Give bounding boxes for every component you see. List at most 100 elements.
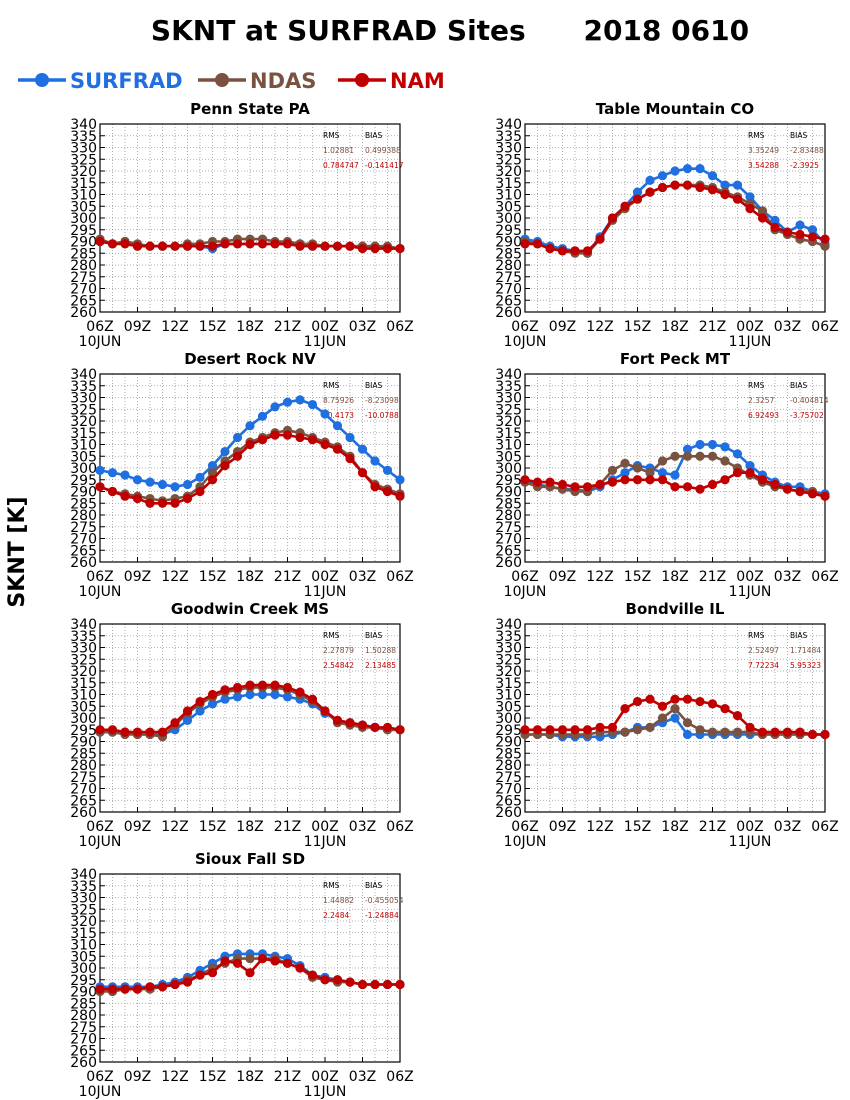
y-ticks: 2602652702752802852902953003053103153203… [70, 867, 105, 1071]
data-point [545, 725, 555, 735]
data-point [695, 439, 705, 450]
data-point [632, 696, 643, 707]
data-point [695, 696, 705, 707]
data-point [332, 241, 343, 251]
y-ticks: 2602652702752802852902953003053103153203… [495, 617, 530, 821]
y-ticks: 2602652702752802852902953003053103153203… [495, 117, 530, 321]
panel-goodwin-creek-ms: Goodwin Creek MS 260265270275280285290295… [70, 600, 413, 850]
data-point [232, 958, 243, 968]
x-tick-label: 09Z [124, 319, 151, 335]
data-point [332, 715, 343, 725]
data-point [207, 968, 218, 978]
data-point [707, 439, 718, 450]
y-tick-label: 275 [70, 770, 97, 786]
y-tick-label: 275 [70, 1020, 97, 1036]
y-tick-label: 315 [495, 176, 522, 192]
panel-desert-rock-nv: Desert Rock NV26026527027528028529029530… [70, 350, 413, 600]
data-point [645, 468, 655, 478]
data-point [682, 729, 693, 740]
data-point [657, 171, 668, 181]
y-tick-label: 310 [495, 438, 522, 454]
stats-bias-nam: 2.13485 [365, 661, 396, 670]
data-point [607, 477, 618, 487]
y-tick-label: 315 [70, 176, 97, 192]
data-point [657, 713, 668, 723]
data-point [382, 486, 393, 497]
data-point [645, 187, 655, 197]
data-point [107, 984, 118, 994]
y-tick-label: 280 [70, 758, 97, 774]
data-point [382, 979, 393, 990]
data-point [770, 215, 780, 225]
y-tick-label: 300 [495, 211, 522, 227]
data-point [807, 489, 818, 499]
data-point [682, 694, 693, 704]
data-point [270, 430, 280, 440]
stats-rms-nam: 2.54842 [323, 661, 354, 670]
data-point [345, 454, 355, 464]
x-tick-label: 12Z [161, 1069, 188, 1085]
data-point [370, 722, 380, 733]
data-point [770, 727, 780, 737]
stats-bias-nam: -3.75702 [790, 411, 824, 420]
x-tick-label: 00Z [311, 319, 338, 335]
data-point [820, 241, 830, 251]
y-tick-label: 285 [70, 996, 97, 1012]
data-point [295, 432, 305, 443]
y-tick-label: 290 [495, 235, 522, 251]
panel-penn-state-pa: Penn State PA 260265270275280285290295300… [70, 100, 413, 350]
data-point [157, 479, 168, 490]
data-point [395, 491, 405, 501]
x-tick-label: 06Z [86, 569, 113, 585]
y-tick-label: 265 [70, 293, 97, 309]
x-tick-label: 03Z [349, 319, 376, 335]
data-point [795, 220, 805, 230]
data-point [132, 493, 143, 504]
x-tick-label: 21Z [699, 319, 726, 335]
data-point [370, 456, 380, 466]
data-point [732, 180, 743, 190]
panel-grid [100, 624, 400, 812]
data-point [707, 451, 718, 461]
x-tick-label: 06Z [511, 819, 538, 835]
series-nam [95, 954, 405, 994]
data-point [570, 482, 580, 492]
data-point [382, 465, 393, 475]
data-point [345, 241, 355, 251]
data-point [695, 451, 705, 461]
y-tick-label: 310 [70, 688, 97, 704]
data-point [370, 243, 380, 254]
stats-rms-nam: 6.92493 [748, 411, 779, 420]
legend-marker [35, 73, 49, 87]
y-tick-label: 320 [70, 664, 97, 680]
stats-bias-header: BIAS [365, 381, 382, 390]
x-tick-label: 00Z [736, 569, 763, 585]
data-point [707, 699, 718, 709]
x-date-label: 10JUN [504, 584, 547, 600]
y-tick-label: 320 [495, 414, 522, 430]
y-tick-label: 270 [495, 282, 522, 298]
x-tick-label: 15Z [624, 319, 651, 335]
legend-item-nam: NAM [338, 69, 445, 93]
stats-bias-header: BIAS [790, 131, 807, 140]
data-point [245, 954, 255, 964]
data-point [282, 430, 293, 440]
y-ticks: 2602652702752802852902953003053103153203… [495, 367, 530, 571]
y-tick-label: 280 [70, 508, 97, 524]
data-point [307, 241, 318, 251]
data-point [557, 725, 568, 735]
x-tick-label: 15Z [199, 1069, 226, 1085]
y-tick-label: 275 [495, 270, 522, 286]
legend-label: NAM [390, 69, 445, 93]
data-point [557, 479, 568, 490]
data-point [607, 722, 618, 733]
stats-table: RMS BIAS 1.44882 -0.455054 2.2484 -1.24884 [323, 881, 404, 920]
y-tick-label: 295 [495, 723, 522, 739]
data-point [720, 456, 730, 466]
data-point [257, 680, 268, 690]
data-point [582, 246, 593, 256]
data-point [795, 229, 805, 240]
